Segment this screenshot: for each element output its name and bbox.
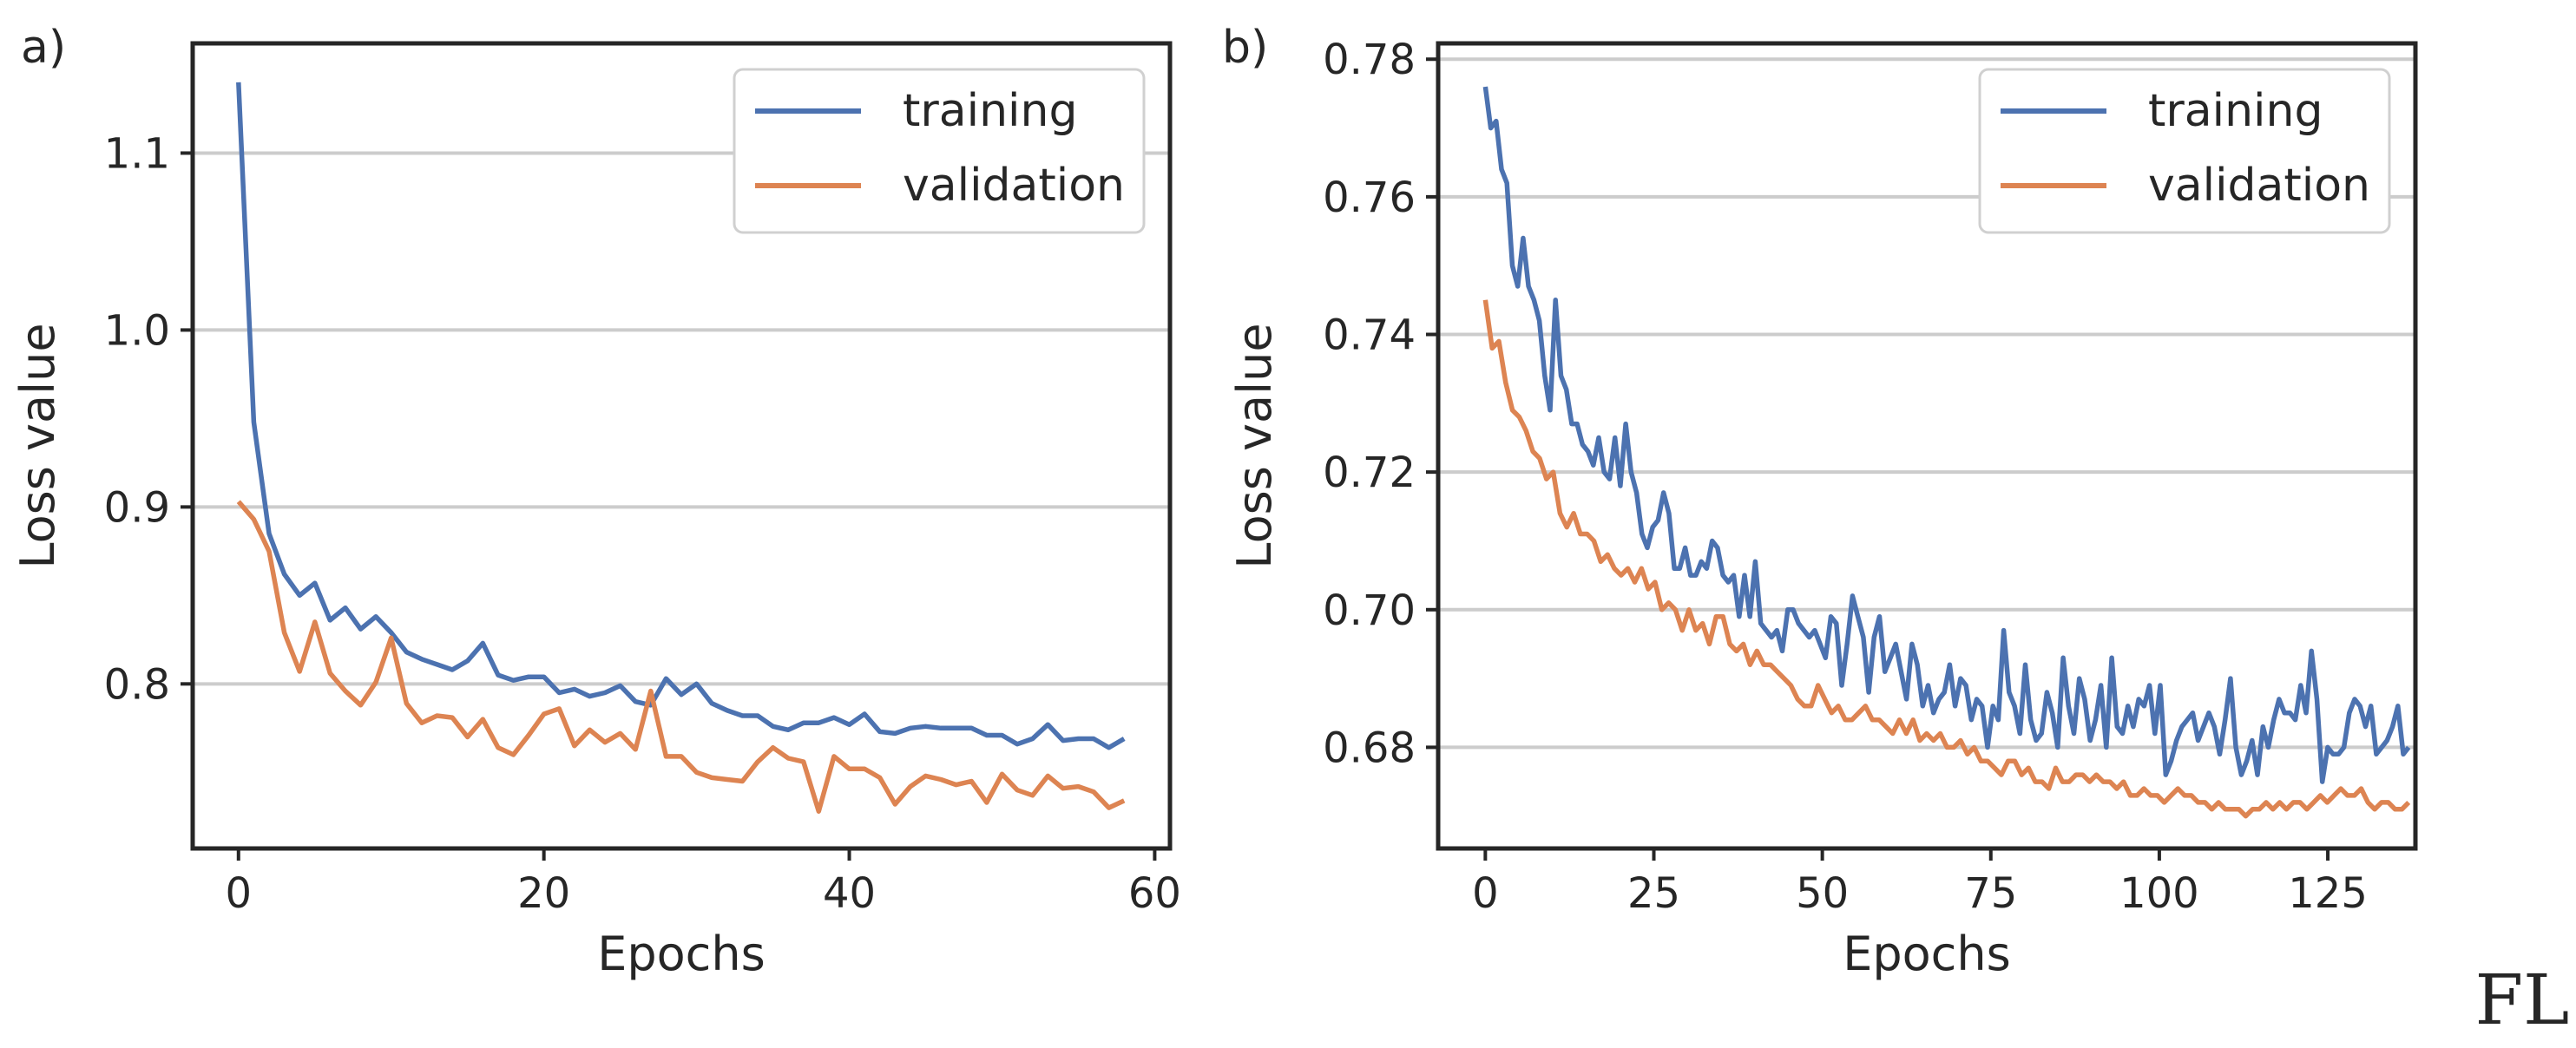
panel-b: 0 25 50 75 100 125 0.68 0.70 0.72 0.74 0.76 0.78 Epo… xyxy=(1222,22,2418,981)
series-line-training xyxy=(1482,86,2411,784)
series-line-validation xyxy=(236,500,1126,814)
series-line-training xyxy=(236,82,1126,750)
x-axis-label: Epochs xyxy=(1843,927,2010,981)
y-axis-label: Loss value xyxy=(10,323,65,568)
legend: training validation xyxy=(733,68,1146,234)
y-tick-label: 0.74 xyxy=(1323,311,1416,360)
y-tick-label: 0.72 xyxy=(1323,449,1416,497)
panel-a: 0 20 40 60 0.8 0.9 1.0 1.1 Epochs Loss value a) tra… xyxy=(10,22,1181,981)
legend: training validation xyxy=(1978,68,2391,234)
x-tick-label: 125 xyxy=(2288,869,2368,918)
y-tick-label: 0.68 xyxy=(1323,724,1416,772)
y-tick-label: 1.0 xyxy=(104,306,170,355)
x-tick-label: 20 xyxy=(517,869,570,918)
legend-label-training: training xyxy=(2148,85,2323,137)
series-line-validation xyxy=(1482,299,2411,819)
corner-text: FL xyxy=(2475,960,2570,1040)
y-tick-label: 0.9 xyxy=(104,483,170,532)
x-tick-label: 60 xyxy=(1128,869,1181,918)
x-axis-label: Epochs xyxy=(597,927,765,981)
x-tick-label: 50 xyxy=(1796,869,1849,918)
x-tick-label: 0 xyxy=(1472,869,1499,918)
y-tick-label: 0.78 xyxy=(1323,36,1416,84)
panel-label: b) xyxy=(1222,22,1268,74)
y-tick-label: 0.70 xyxy=(1323,586,1416,635)
panel-label: a) xyxy=(21,22,66,74)
legend-label-validation: validation xyxy=(903,160,1125,212)
legend-label-validation: validation xyxy=(2148,160,2370,212)
x-tick-label: 25 xyxy=(1627,869,1680,918)
y-tick-label: 0.76 xyxy=(1323,174,1416,222)
axes-frame xyxy=(1436,41,2418,851)
x-tick-label: 0 xyxy=(226,869,253,918)
y-axis-label: Loss value xyxy=(1227,323,1282,568)
axes-frame xyxy=(190,41,1173,851)
y-tick-label: 1.1 xyxy=(104,129,170,178)
x-tick-label: 40 xyxy=(823,869,876,918)
x-tick-label: 75 xyxy=(1964,869,2017,918)
y-tick-label: 0.8 xyxy=(104,660,170,709)
x-tick-label: 100 xyxy=(2119,869,2199,918)
legend-label-training: training xyxy=(903,85,1077,137)
